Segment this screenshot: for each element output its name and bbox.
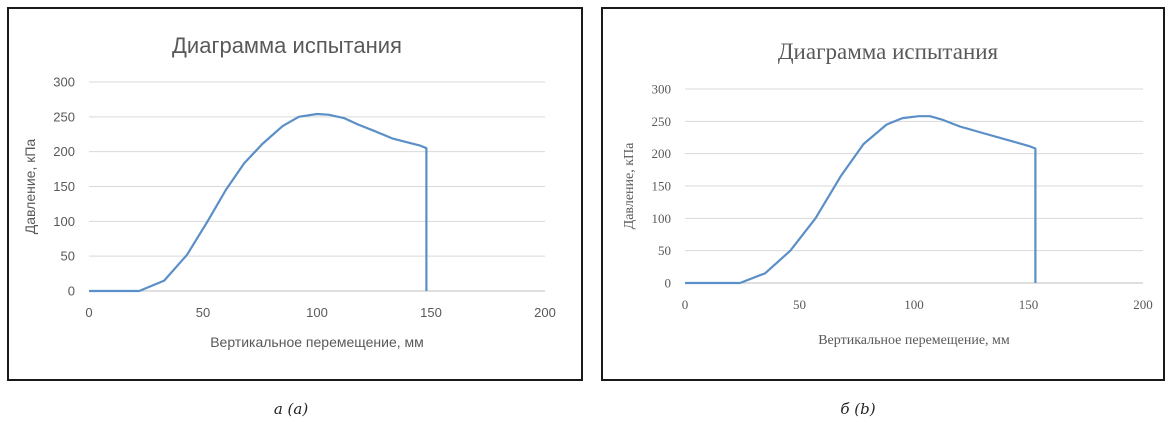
x-tick-label: 0 — [682, 297, 689, 312]
caption-b: б (b) — [840, 400, 876, 418]
y-axis-label: Давление, кПа — [22, 139, 38, 235]
x-axis-label: Вертикальное перемещение, мм — [210, 334, 424, 350]
chart-frame-b: Диаграмма испытания 0 50 100 150 200 250 300 0 50… — [601, 7, 1165, 381]
y-tick-label: 0 — [665, 276, 672, 291]
y-tick-label: 150 — [652, 179, 672, 194]
y-tick-label: 250 — [53, 109, 75, 124]
x-tick-label: 150 — [420, 305, 442, 320]
x-tick-label: 50 — [793, 297, 806, 312]
figure-a: Диаграмма испытания 0 50 100 150 200 250 300 0 50… — [7, 7, 583, 418]
figure-b: Диаграмма испытания 0 50 100 150 200 250 300 0 50… — [593, 0, 1167, 425]
chart-title: Диаграмма испытания — [172, 33, 402, 58]
line-chart-a: Диаграмма испытания 0 50 100 150 200 250 300 0 50… — [22, 33, 556, 350]
x-tick-label: 100 — [306, 305, 328, 320]
x-tick-label: 100 — [904, 297, 924, 312]
x-tick-label: 0 — [85, 305, 92, 320]
chart-title: Диаграмма испытания — [778, 39, 999, 64]
series-line — [89, 112, 428, 293]
y-tick-label: 50 — [61, 249, 75, 264]
y-tick-label: 50 — [658, 243, 671, 258]
x-tick-label: 150 — [1019, 297, 1039, 312]
x-tick-label: 200 — [534, 305, 556, 320]
caption-a: а (a) — [273, 400, 309, 418]
x-tick-label: 200 — [1133, 297, 1153, 312]
y-tick-label: 150 — [53, 179, 75, 194]
y-tick-label: 250 — [652, 114, 672, 129]
y-tick-label: 300 — [652, 82, 672, 97]
chart-frame-a: Диаграмма испытания 0 50 100 150 200 250 300 0 50… — [7, 7, 583, 381]
series-line — [685, 115, 1037, 285]
line-chart-b: Диаграмма испытания 0 50 100 150 200 250 300 0 50… — [622, 39, 1153, 348]
y-tick-label: 200 — [652, 146, 672, 161]
x-tick-label: 50 — [196, 305, 210, 320]
x-axis-label: Вертикальное перемещение, мм — [818, 333, 1010, 348]
y-tick-label: 200 — [53, 144, 75, 159]
y-axis-label: Давление, кПа — [622, 142, 637, 230]
y-tick-label: 300 — [53, 75, 75, 90]
y-tick-label: 100 — [652, 211, 672, 226]
y-tick-label: 100 — [53, 214, 75, 229]
y-tick-label: 0 — [68, 284, 75, 299]
